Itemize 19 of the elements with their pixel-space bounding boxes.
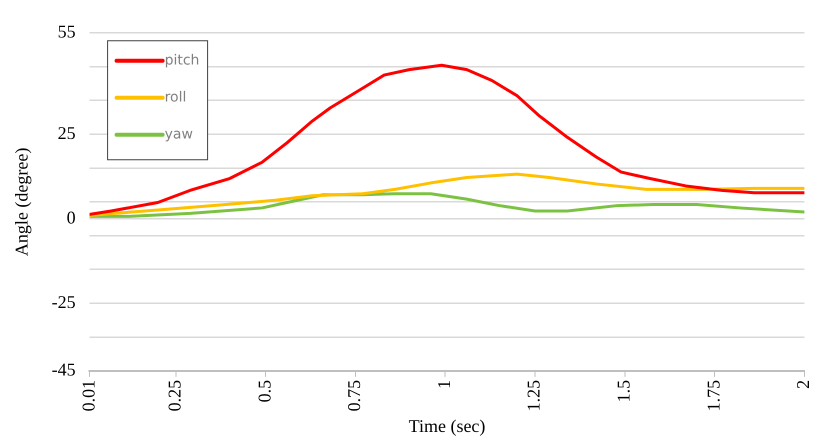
legend-label: pitch xyxy=(164,52,200,68)
x-tick-label: 2 xyxy=(793,380,814,389)
x-tick-label: 0.75 xyxy=(344,380,364,412)
x-tick-label: 1.75 xyxy=(703,380,724,412)
x-tick-label: 0.25 xyxy=(164,380,185,412)
y-axis-title: Angle (degree) xyxy=(12,148,32,256)
y-tick-label: 25 xyxy=(58,122,76,143)
legend-label: yaw xyxy=(164,126,193,142)
y-tick-label: 0 xyxy=(66,207,76,228)
x-tick-label: 0.5 xyxy=(254,380,274,402)
y-tick-label: 55 xyxy=(58,22,76,42)
y-tick-label: -45 xyxy=(52,360,76,380)
x-tick-label: 1.5 xyxy=(614,380,634,402)
y-tick-label: -25 xyxy=(52,292,76,312)
x-tick-label: 1 xyxy=(434,380,454,389)
legend-label: roll xyxy=(164,89,186,106)
x-tick-label: 1.25 xyxy=(524,380,544,412)
x-tick-label: 0.01 xyxy=(78,380,98,412)
x-axis-title: Time (sec) xyxy=(408,416,486,436)
